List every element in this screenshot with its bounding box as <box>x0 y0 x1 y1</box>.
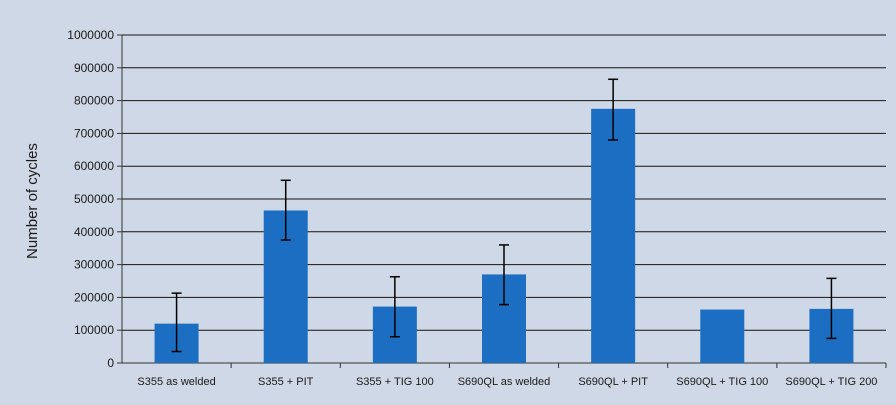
x-tick-label: S690QL + PIT <box>578 376 648 388</box>
x-tick-label: S690QL + TIG 200 <box>785 376 877 388</box>
y-tick-label: 200000 <box>74 290 114 304</box>
y-axis-title: Number of cycles <box>24 143 41 259</box>
x-tick-label: S355 + PIT <box>258 376 314 388</box>
y-tick-label: 400000 <box>74 225 114 239</box>
x-tick-label: S690QL as welded <box>458 376 551 388</box>
x-tick-labels: S355 as welded S355 + PIT S355 + TIG 100 S6… <box>137 363 887 388</box>
error-bars <box>171 78 837 353</box>
y-tick-label: 300000 <box>74 258 114 272</box>
gridlines <box>122 34 886 331</box>
y-tick-label: 700000 <box>74 126 114 140</box>
x-tick-label: S690QL + TIG 100 <box>676 376 768 388</box>
bar <box>591 108 636 363</box>
y-tick-label: 100000 <box>74 323 114 337</box>
x-tick-label: S355 as welded <box>137 376 215 388</box>
y-ticks: 0 100000 200000 300000 400000 500000 600000 700… <box>67 28 122 370</box>
y-tick-label: 800000 <box>74 94 114 108</box>
x-tick-label: S355 + TIG 100 <box>356 376 434 388</box>
y-tick-label: 500000 <box>74 192 114 206</box>
y-tick-label: 600000 <box>74 159 114 173</box>
y-tick-label: 900000 <box>74 61 114 75</box>
y-tick-label: 1000000 <box>67 28 114 42</box>
bar <box>700 309 745 363</box>
y-tick-label: 0 <box>107 356 114 370</box>
bars <box>154 108 854 363</box>
